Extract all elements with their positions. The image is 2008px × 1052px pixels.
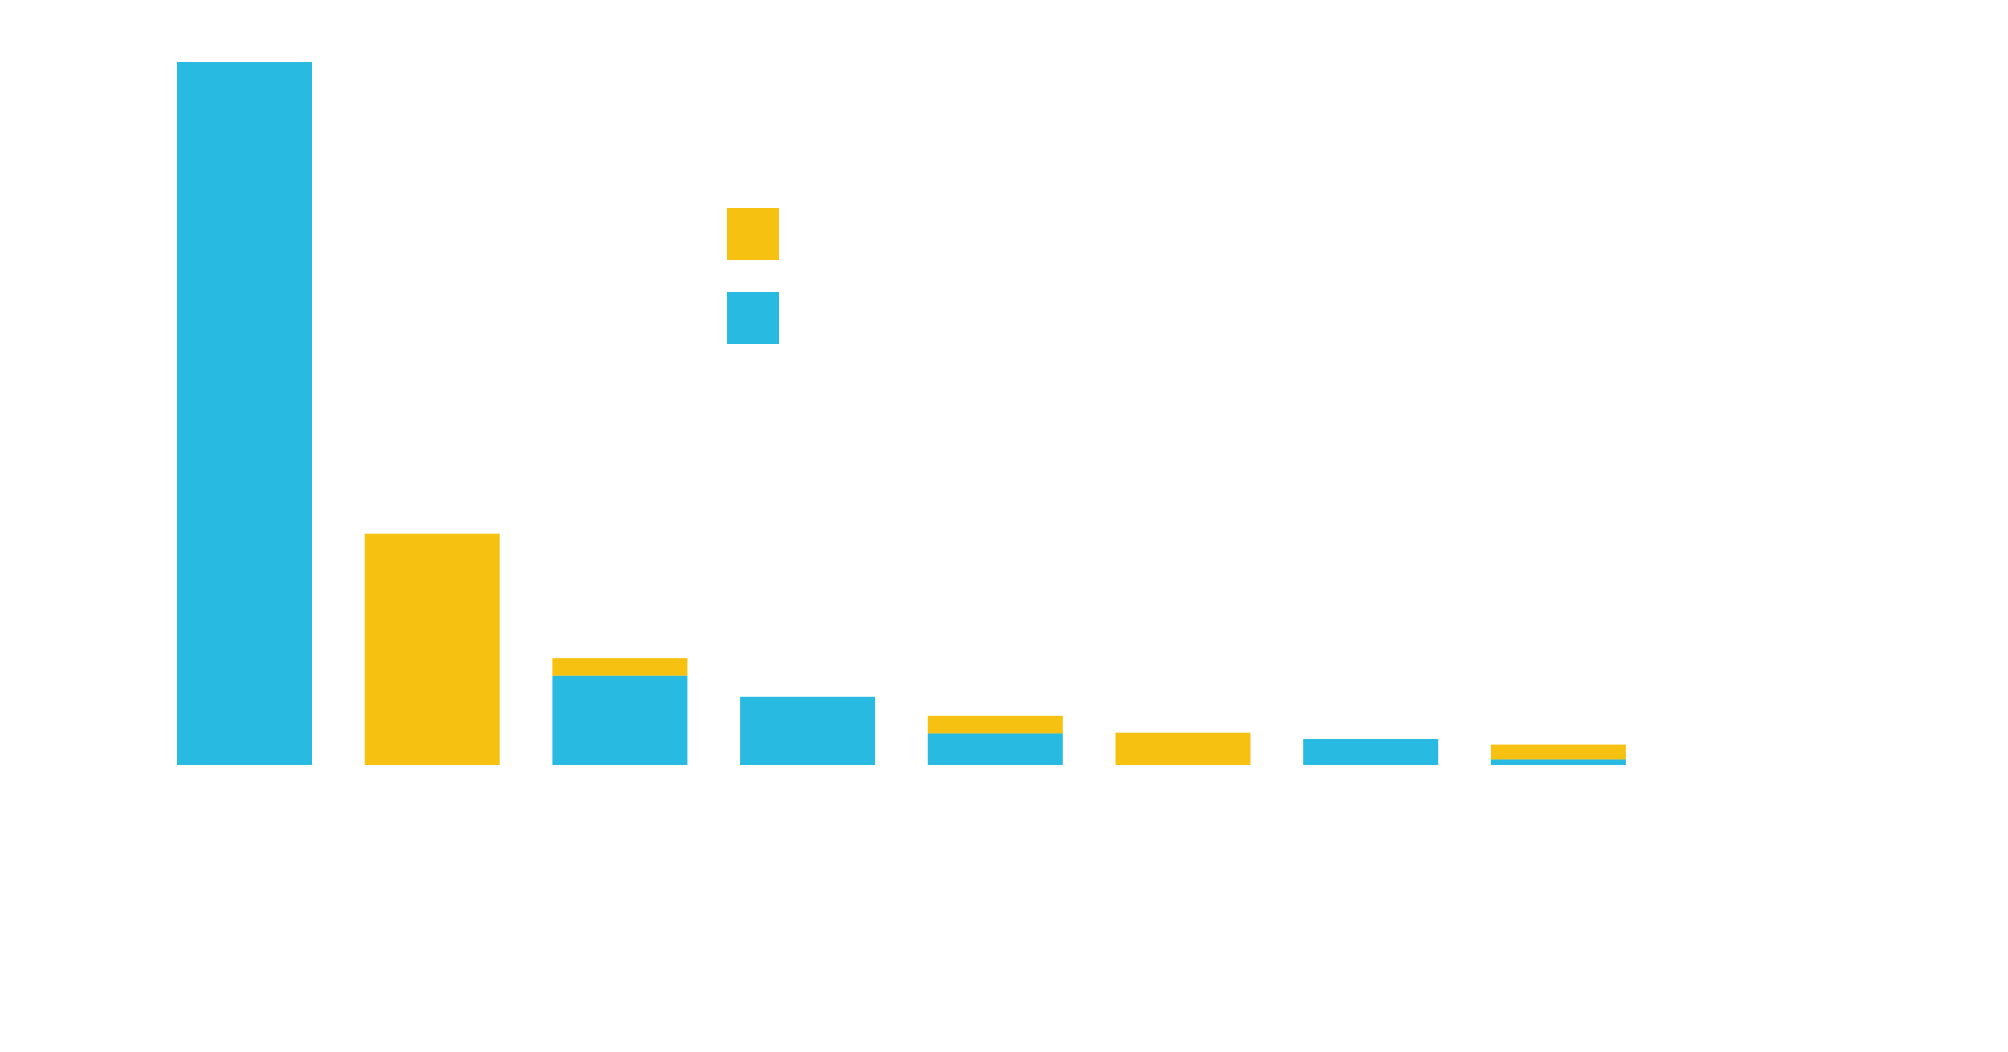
bar-segment-series-1-category-5 [927, 733, 1063, 765]
bar-segment-series-2-category-2 [364, 533, 500, 765]
legend-swatch-series-2 [727, 208, 779, 260]
bar-segment-series-1-category-3 [552, 675, 688, 765]
bar-segment-series-1-category-4 [740, 696, 876, 765]
bar-segment-series-2-category-5 [927, 715, 1063, 734]
bar-segment-series-2-category-8 [1490, 744, 1626, 760]
bar-segment-series-1-category-1 [177, 62, 312, 765]
bar-segment-series-2-category-6 [1115, 732, 1251, 765]
legend-swatch-series-1 [727, 292, 779, 344]
bar-segment-series-2-category-3 [552, 658, 688, 676]
bar-segment-series-1-category-7 [1303, 739, 1439, 765]
bars-layer [177, 62, 1626, 765]
bar-segment-series-1-category-8 [1490, 759, 1626, 765]
legend [727, 208, 779, 344]
